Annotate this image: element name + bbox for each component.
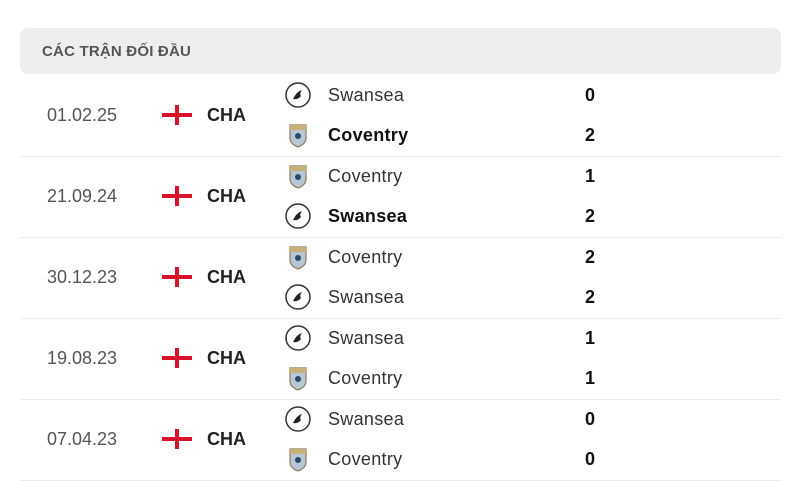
team-score: 1 xyxy=(585,166,596,186)
england-flag-icon xyxy=(162,267,192,287)
team-score: 2 xyxy=(585,125,596,145)
coventry-logo-icon xyxy=(285,365,311,391)
team-away[interactable]: Coventry 0 xyxy=(285,444,615,474)
team-home[interactable]: Coventry 1 xyxy=(285,161,615,191)
team-score: 1 xyxy=(585,328,596,348)
team-score: 2 xyxy=(585,247,596,267)
coventry-logo-icon xyxy=(285,163,311,189)
team-name: Coventry xyxy=(328,125,409,145)
competition-label: CHA xyxy=(207,348,246,368)
competition-label: CHA xyxy=(207,429,246,449)
section-title: CÁC TRẬN ĐỐI ĐẦU xyxy=(42,43,192,60)
section-header: CÁC TRẬN ĐỐI ĐẦU xyxy=(20,28,781,74)
team-away[interactable]: Coventry 1 xyxy=(285,363,615,393)
team-home[interactable]: Swansea 0 xyxy=(285,80,615,110)
match-row[interactable]: 01.02.25 CHA Swansea 0 Coventry 2 xyxy=(20,75,781,157)
team-name: Coventry xyxy=(328,166,403,186)
coventry-logo-icon xyxy=(285,244,311,270)
england-flag-icon xyxy=(162,348,192,368)
team-name: Swansea xyxy=(328,328,405,348)
team-score: 2 xyxy=(585,206,596,226)
team-name: Swansea xyxy=(328,409,405,429)
competition-label: CHA xyxy=(207,186,246,206)
match-date: 21.09.24 xyxy=(47,186,118,206)
competition-label: CHA xyxy=(207,267,246,287)
competition-label: CHA xyxy=(207,105,246,125)
swansea-logo-icon xyxy=(285,325,311,351)
team-score: 0 xyxy=(585,449,596,469)
match-date: 30.12.23 xyxy=(47,267,118,287)
england-flag-icon xyxy=(162,186,192,206)
team-name: Coventry xyxy=(328,247,403,267)
england-flag-icon xyxy=(162,105,192,125)
team-home[interactable]: Coventry 2 xyxy=(285,242,615,272)
match-row[interactable]: 30.12.23 CHA Coventry 2 Swansea 2 xyxy=(20,237,781,319)
swansea-logo-icon xyxy=(285,203,311,229)
england-flag-icon xyxy=(162,429,192,449)
team-name: Coventry xyxy=(328,368,403,388)
team-name: Swansea xyxy=(328,287,405,307)
team-name: Swansea xyxy=(328,85,405,105)
team-away[interactable]: Swansea 2 xyxy=(285,282,615,312)
match-date: 07.04.23 xyxy=(47,429,118,449)
match-row[interactable]: 21.09.24 CHA Coventry 1 Swansea 2 xyxy=(20,156,781,238)
coventry-logo-icon xyxy=(285,446,311,472)
match-date: 19.08.23 xyxy=(47,348,118,368)
match-row[interactable]: 07.04.23 CHA Swansea 0 Coventry 0 xyxy=(20,399,781,481)
team-name: Swansea xyxy=(328,206,408,226)
swansea-logo-icon xyxy=(285,406,311,432)
swansea-logo-icon xyxy=(285,284,311,310)
match-date: 01.02.25 xyxy=(47,105,118,125)
team-score: 0 xyxy=(585,409,596,429)
team-home[interactable]: Swansea 1 xyxy=(285,323,615,353)
team-away[interactable]: Swansea 2 xyxy=(285,201,615,231)
coventry-logo-icon xyxy=(285,122,311,148)
team-score: 2 xyxy=(585,287,596,307)
team-score: 1 xyxy=(585,368,596,388)
team-score: 0 xyxy=(585,85,596,105)
team-name: Coventry xyxy=(328,449,403,469)
team-home[interactable]: Swansea 0 xyxy=(285,404,615,434)
swansea-logo-icon xyxy=(285,82,311,108)
team-away[interactable]: Coventry 2 xyxy=(285,120,615,150)
match-row[interactable]: 19.08.23 CHA Swansea 1 Coventry 1 xyxy=(20,318,781,400)
